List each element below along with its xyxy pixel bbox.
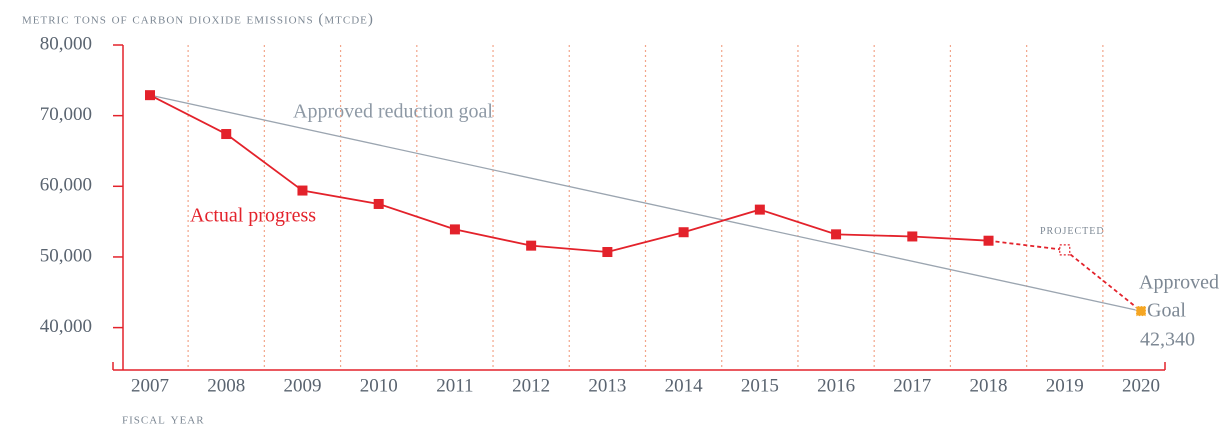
goal-line — [149, 94, 1142, 312]
x-tick-label: 2007 — [131, 375, 169, 396]
series-label: Actual progress — [190, 205, 316, 227]
point-marker — [145, 90, 155, 101]
x-tick-label: 2018 — [970, 375, 1008, 396]
y-tick-label: 70,000 — [40, 104, 92, 125]
point-marker — [297, 185, 308, 196]
point-marker — [1135, 305, 1147, 317]
x-tick-label: 2012 — [512, 375, 550, 396]
x-tick-label: 2011 — [436, 375, 473, 396]
y-axis-label: metric tons of carbon dioxide emissions … — [22, 11, 374, 27]
point-marker — [526, 240, 537, 251]
x-tick-label: 2016 — [817, 375, 855, 396]
y-tick-label: 50,000 — [40, 245, 92, 266]
y-tick-label: 60,000 — [40, 175, 92, 196]
goal-line-label: Approved reduction goal — [293, 101, 493, 123]
point-marker — [221, 129, 232, 140]
x-tick-label: 2010 — [360, 375, 398, 396]
x-axis-label: fiscal year — [122, 411, 205, 427]
point-marker — [602, 247, 613, 258]
x-tick-label: 2020 — [1122, 375, 1160, 396]
y-tick-label: 80,000 — [40, 33, 92, 54]
series-line — [149, 94, 989, 253]
point-marker — [831, 229, 842, 240]
series-label: projected — [1040, 223, 1105, 238]
point-marker — [449, 224, 460, 235]
x-tick-label: 2014 — [665, 375, 704, 396]
point-marker — [907, 231, 918, 242]
x-tick-label: 2019 — [1046, 375, 1084, 396]
data-label: 42,340 — [1140, 329, 1195, 351]
x-tick-label: 2017 — [893, 375, 931, 396]
y-tick-label: 40,000 — [40, 316, 92, 337]
x-tick-label: 2015 — [741, 375, 779, 396]
x-tick-label: 2009 — [283, 375, 321, 396]
point-marker — [373, 198, 384, 209]
point-marker — [754, 204, 765, 215]
series-line — [988, 239, 1142, 312]
x-tick-label: 2008 — [207, 375, 245, 396]
point-marker — [1059, 244, 1071, 256]
point-marker — [678, 227, 689, 238]
annotation: Approved — [1139, 272, 1219, 294]
x-tick-label: 2013 — [588, 375, 626, 396]
annotation: Goal — [1147, 300, 1186, 322]
